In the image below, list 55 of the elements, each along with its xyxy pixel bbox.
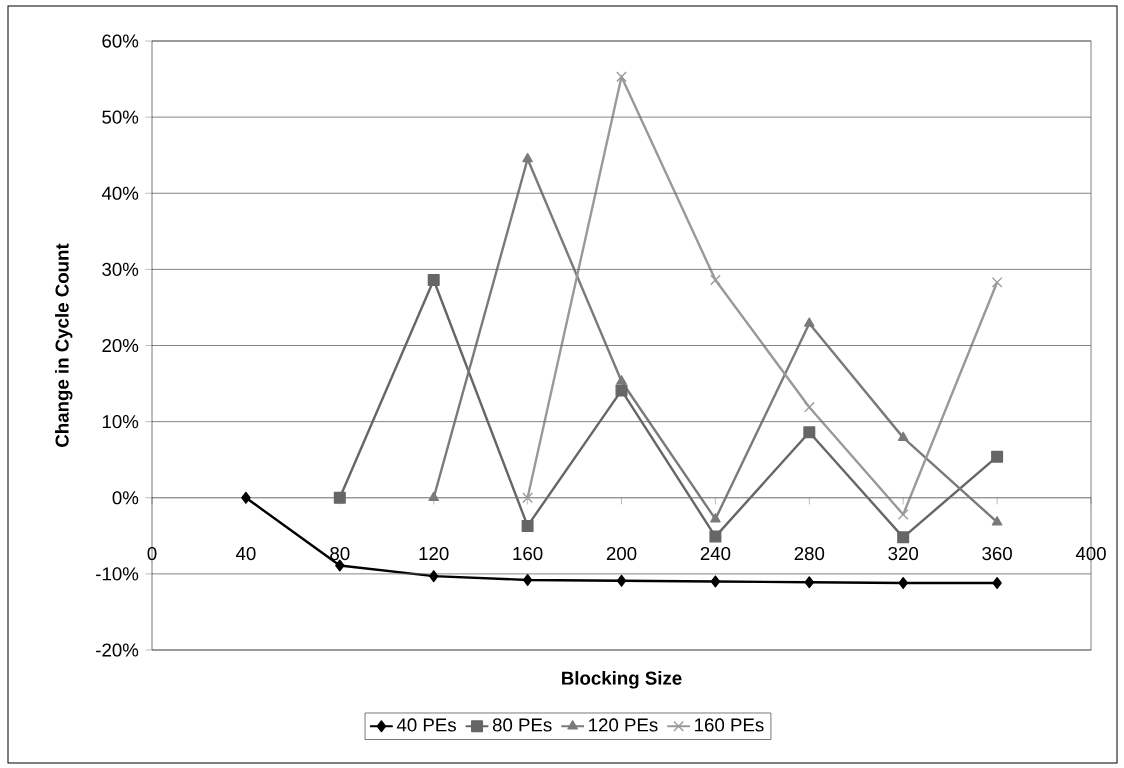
point	[427, 274, 440, 287]
point	[898, 577, 908, 590]
point	[521, 519, 534, 532]
legend-label: 40 PEs	[396, 718, 456, 732]
x-tick-label: 360	[982, 546, 1012, 561]
point	[616, 375, 627, 385]
legend-label: 160 PEs	[695, 718, 764, 732]
point	[803, 426, 816, 439]
y-tick-label: 20%	[102, 338, 139, 353]
point	[522, 492, 533, 504]
point	[522, 153, 533, 163]
y-tick-label: 30%	[102, 262, 139, 276]
y-tick-label: 0%	[112, 491, 139, 505]
x-tick-label: 120	[419, 546, 449, 561]
y-tick-label: -10%	[96, 567, 139, 581]
y-axis-title: Change in Cycle Count	[55, 243, 73, 447]
point	[710, 575, 721, 588]
point	[897, 531, 910, 544]
x-axis-title: Blocking Size	[562, 671, 682, 689]
x-tick-label: 240	[700, 546, 731, 561]
point	[992, 577, 1002, 590]
point	[522, 573, 533, 586]
point	[991, 450, 1004, 463]
point	[615, 384, 628, 397]
x-tick-label: 280	[794, 546, 825, 561]
point	[710, 513, 721, 523]
x-tick-label: 80	[330, 546, 350, 561]
y-tick-label: -20%	[96, 643, 139, 657]
point	[241, 491, 251, 504]
point	[897, 431, 909, 441]
point	[991, 276, 1003, 288]
point	[333, 491, 346, 504]
x-tick-label: 320	[888, 546, 919, 561]
x-tick-label: 40	[235, 546, 256, 561]
point	[897, 509, 909, 520]
legend-label: 80 PEs	[492, 718, 552, 732]
point	[709, 530, 722, 543]
point	[710, 274, 721, 286]
y-tick-label: 60%	[102, 34, 139, 48]
point	[991, 516, 1003, 526]
y-tick-label: 40%	[101, 186, 139, 200]
point	[616, 574, 627, 587]
point	[803, 401, 815, 413]
point	[428, 491, 439, 502]
x-tick-label: 0	[147, 546, 157, 561]
point	[804, 317, 815, 327]
x-tick-label: 200	[606, 546, 637, 561]
point	[804, 576, 814, 589]
x-tick-label: 400	[1075, 546, 1106, 561]
point	[616, 71, 627, 83]
legend-label: 120 PEs	[589, 718, 658, 732]
y-tick-label: 50%	[102, 110, 139, 124]
y-tick-label: 10%	[102, 415, 139, 429]
x-tick-label: 160	[513, 546, 543, 561]
point	[429, 570, 439, 583]
